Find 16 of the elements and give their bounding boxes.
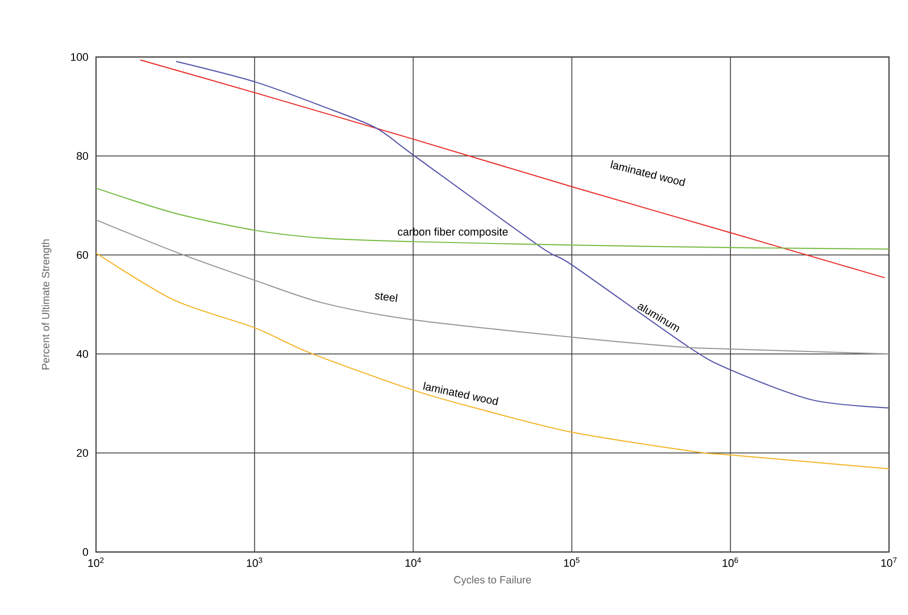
x-tick-label: 10$^{4}$ <box>406 558 421 567</box>
y-tick-label: 80 <box>76 152 88 160</box>
x-axis-title: Cycles to Failure <box>454 576 531 586</box>
y-tick-label: 40 <box>76 350 88 358</box>
x-tick-label: 10$^{2}$ <box>88 558 104 567</box>
text: laminated wood <box>423 382 498 406</box>
x-tick-label: 10$^{7}$ <box>881 558 897 567</box>
y-axis-title: Percent of Ultimate Strength <box>42 239 52 370</box>
x-tick-label: 10$^{6}$ <box>722 558 738 567</box>
y-tick-label: 60 <box>76 251 88 259</box>
y-tick-label: 100 <box>71 53 88 61</box>
x-tick-label: 10$^{5}$ <box>564 558 580 567</box>
y-tick-label: 0 <box>82 548 88 556</box>
text: steel <box>374 292 398 302</box>
x-tick-label: 10$^{3}$ <box>246 558 262 567</box>
y-tick-label: 20 <box>76 449 88 457</box>
